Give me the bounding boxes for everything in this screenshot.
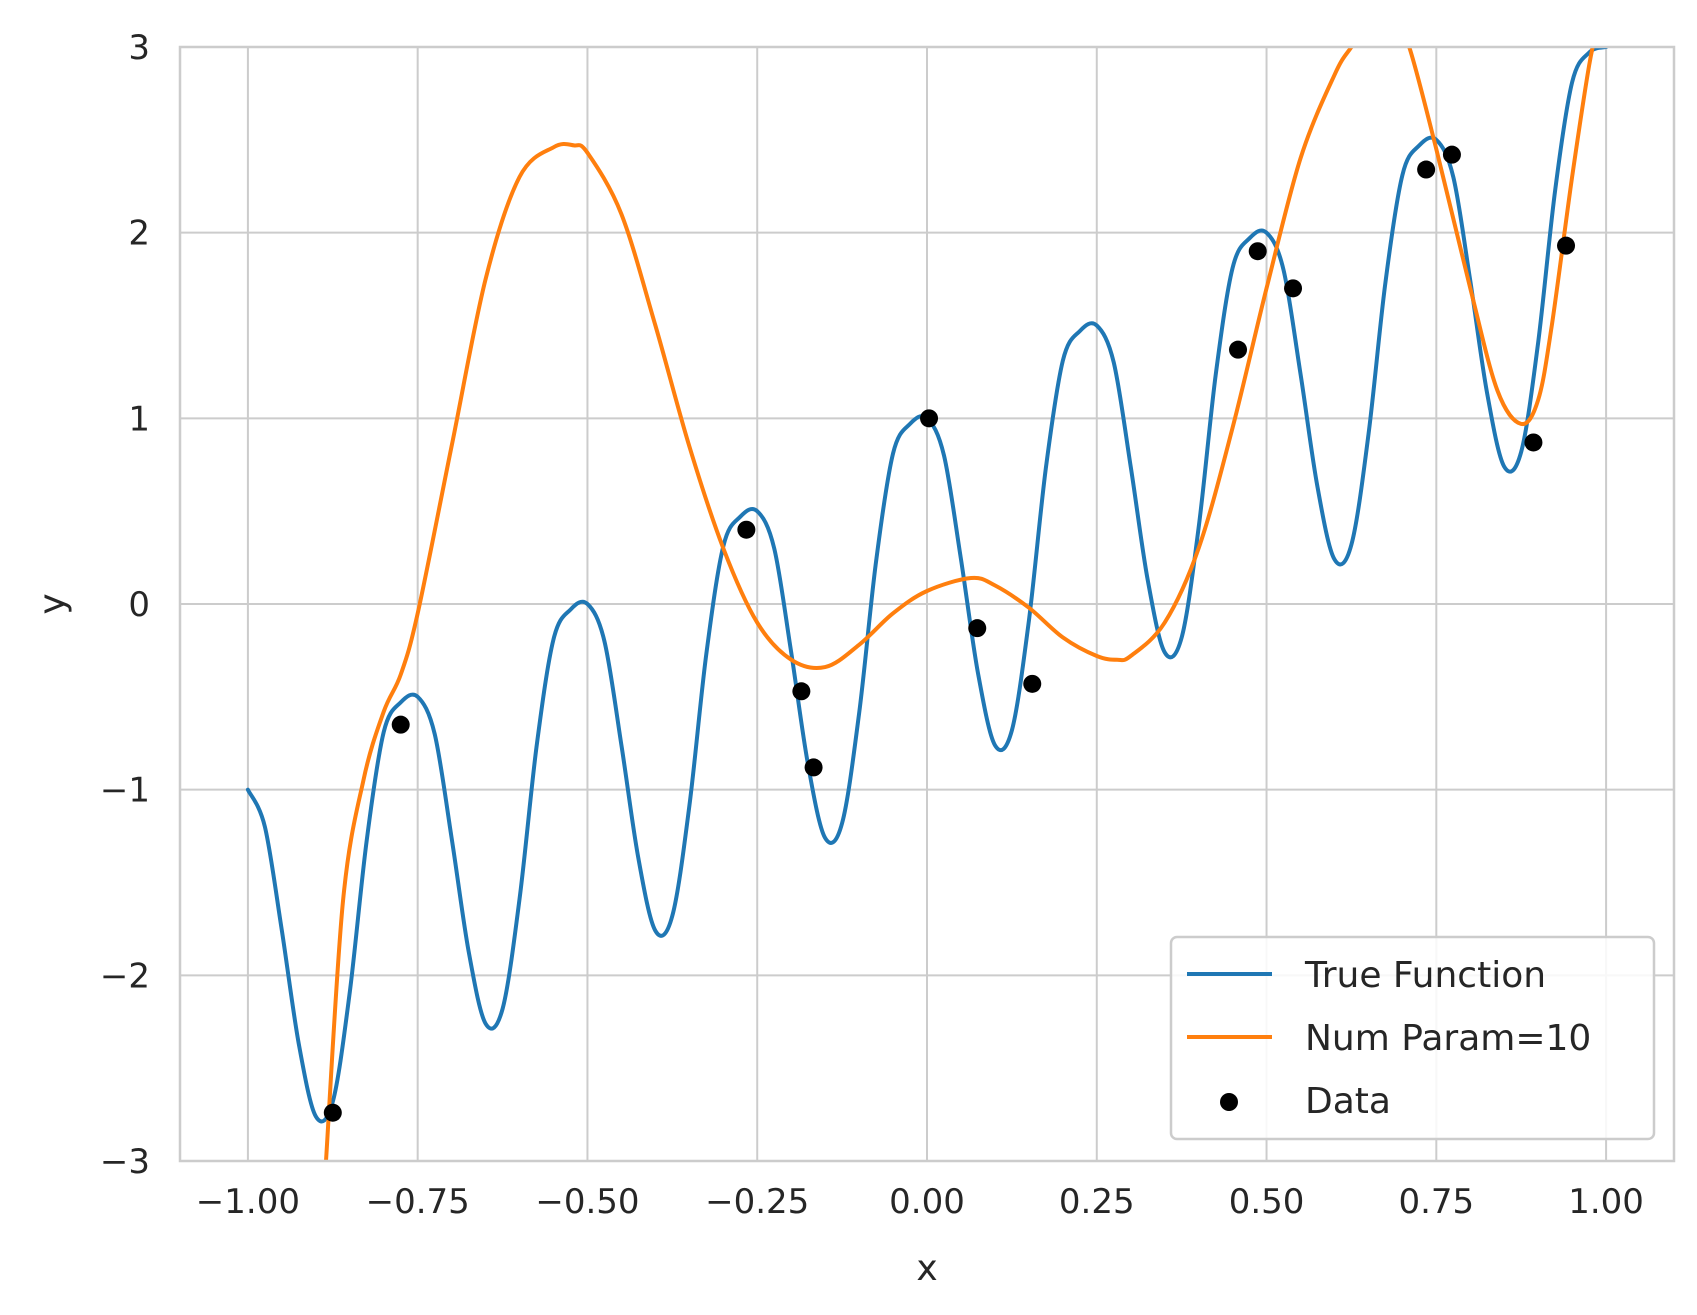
- y-tick-label: 0: [128, 585, 150, 625]
- data-point: [1284, 279, 1303, 298]
- data-point: [968, 619, 987, 638]
- data-point: [920, 409, 939, 428]
- plot-frame: [178, 45, 1676, 1163]
- y-tick-label: −2: [100, 956, 150, 996]
- legend-marker-data: [1220, 1093, 1238, 1111]
- data-point: [1524, 433, 1543, 452]
- legend-label-data: Data: [1305, 1081, 1391, 1122]
- legend-label-num-param: Num Param=10: [1305, 1018, 1591, 1059]
- x-tick-label: −1.00: [196, 1182, 300, 1222]
- data-point: [1557, 236, 1576, 255]
- data-point: [804, 758, 823, 777]
- y-tick-label: 2: [128, 214, 150, 254]
- y-tick-label: 1: [128, 399, 150, 439]
- x-tick-label: 1.00: [1568, 1182, 1644, 1222]
- x-tick-label: 0.25: [1059, 1182, 1135, 1222]
- series-layer: [245, 47, 1609, 1161]
- legend: True Function Num Param=10 Data: [1169, 935, 1656, 1141]
- data-point: [1248, 242, 1267, 261]
- x-axis-label: x: [916, 1248, 937, 1289]
- data-point: [1229, 340, 1248, 359]
- y-axis-label: y: [32, 593, 73, 614]
- y-tick-label: 3: [128, 28, 150, 68]
- data-point: [792, 682, 811, 701]
- data-point: [737, 520, 756, 539]
- y-tick-labels: −3 −2 −1 0 1 2 3: [100, 28, 150, 1182]
- series-line-num-param-10: [324, 47, 1595, 1161]
- legend-box: [1169, 935, 1656, 1141]
- x-tick-label: −0.25: [705, 1182, 809, 1222]
- data-point: [1023, 674, 1042, 693]
- data-point: [323, 1103, 342, 1122]
- x-tick-label: −0.50: [535, 1182, 639, 1222]
- data-point: [1417, 160, 1436, 179]
- x-tick-label: 0.50: [1229, 1182, 1305, 1222]
- x-tick-label: 0.75: [1398, 1182, 1474, 1222]
- data-point: [1442, 145, 1461, 164]
- legend-label-true-function: True Function: [1304, 955, 1546, 996]
- x-tick-label: −0.75: [366, 1182, 470, 1222]
- y-tick-label: −1: [100, 771, 150, 811]
- x-tick-labels: −1.00 −0.75 −0.50 −0.25 0.00 0.25 0.50 0.75 1.00: [196, 1182, 1644, 1222]
- data-point: [391, 715, 410, 734]
- y-tick-label: −3: [100, 1142, 150, 1182]
- x-tick-label: 0.00: [889, 1182, 965, 1222]
